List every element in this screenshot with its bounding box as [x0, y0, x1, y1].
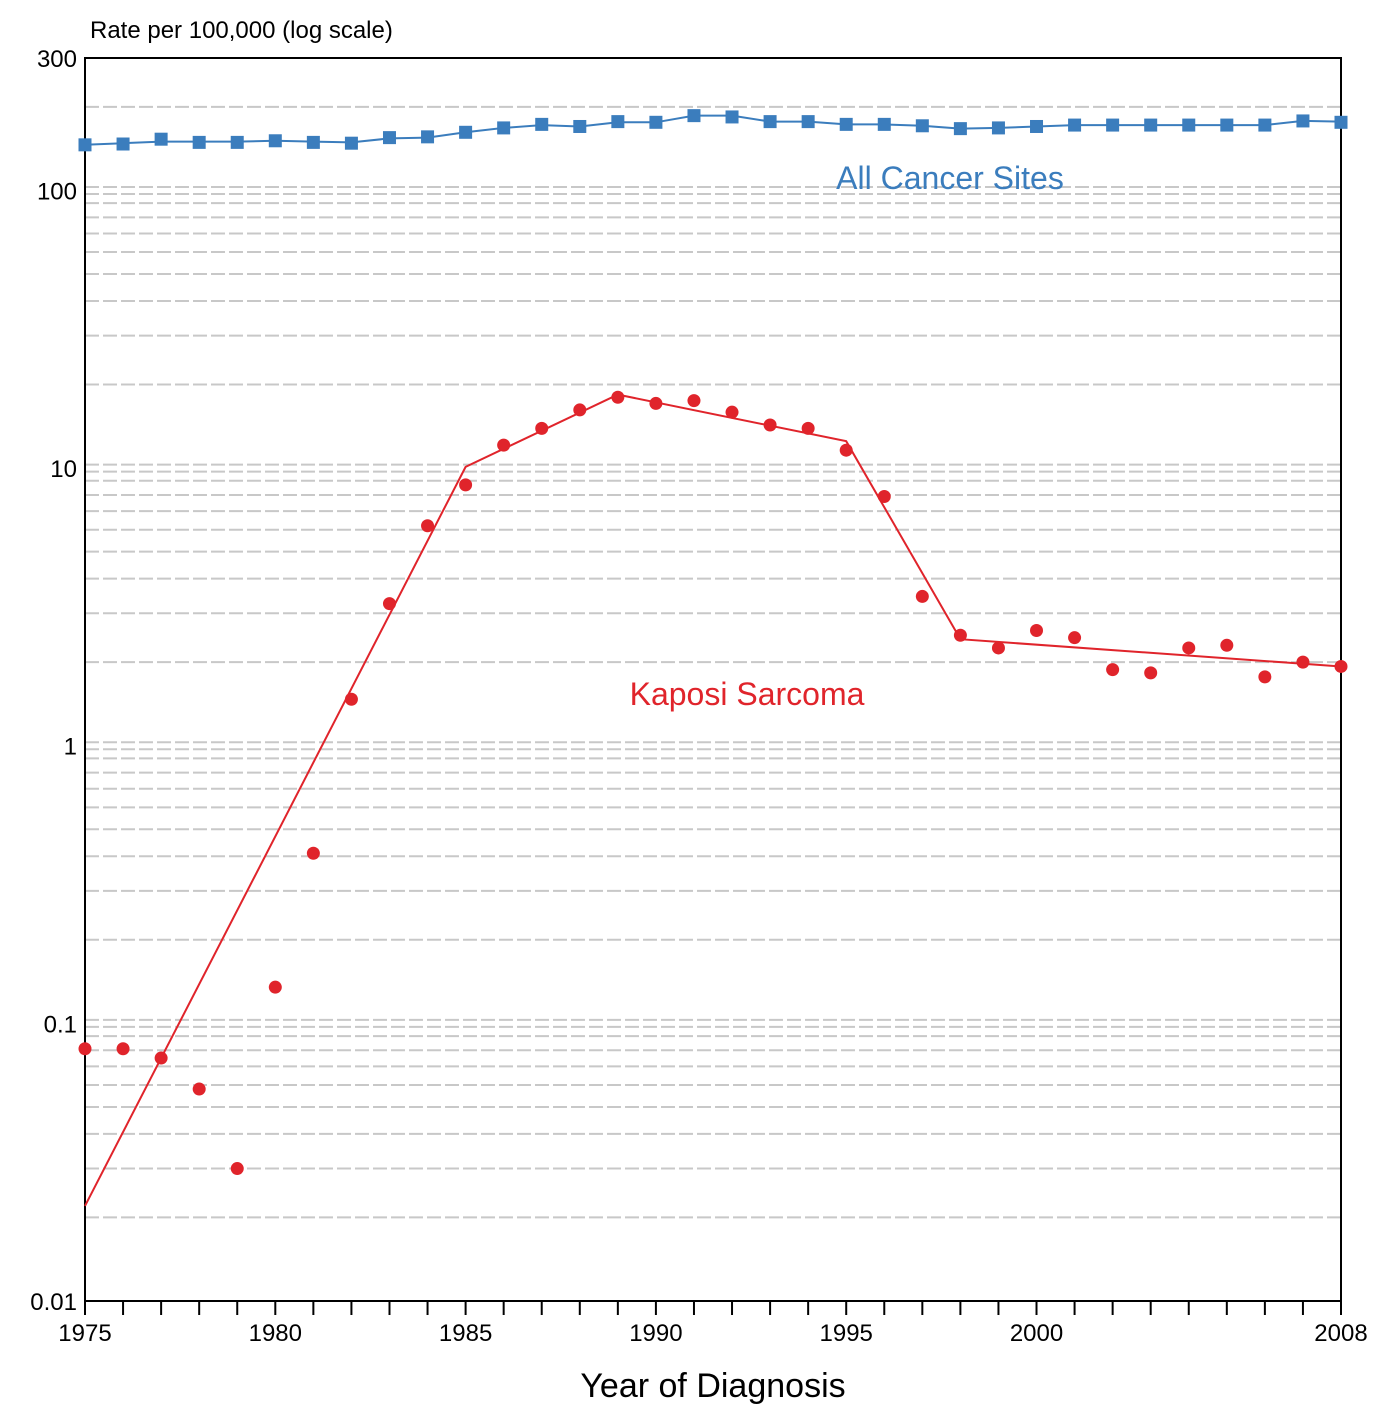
kaposi-sarcoma-point [763, 418, 777, 432]
x-tick-label: 1990 [629, 1320, 682, 1347]
all-cancer-sites-point [1030, 119, 1044, 133]
x-axis-title: Year of Diagnosis [580, 1367, 845, 1405]
all-cancer-sites-point [535, 117, 549, 131]
all-cancer-sites-point [1068, 118, 1082, 132]
kaposi-sarcoma-point [421, 519, 435, 533]
kaposi-sarcoma-point [1220, 638, 1234, 652]
all-cancer-sites-point [1258, 118, 1272, 132]
kaposi-sarcoma-point [230, 1162, 244, 1176]
all-cancer-sites-point [78, 138, 92, 152]
all-cancer-sites-point [306, 135, 320, 149]
kaposi-sarcoma-point [1334, 659, 1348, 673]
all-cancer-sites-point [382, 131, 396, 145]
kaposi-sarcoma-point [915, 589, 929, 603]
gridlines [85, 105, 1341, 1219]
all-cancer-sites-point [991, 121, 1005, 135]
all-cancer-sites-point [116, 137, 130, 151]
kaposi-sarcoma-point [1106, 663, 1120, 677]
all-cancer-sites-point [421, 130, 435, 144]
all-cancer-sites-point [1144, 118, 1158, 132]
kaposi-sarcoma-point [573, 403, 587, 417]
all-cancer-sites-point [230, 135, 244, 149]
kaposi-sarcoma-point [877, 490, 891, 504]
kaposi-sarcoma-point [1144, 666, 1158, 680]
all-cancer-sites-point [497, 121, 511, 135]
all-cancer-sites-trend-line [84, 114, 1342, 146]
plot-frame [84, 57, 1342, 1302]
kaposi-sarcoma-point [192, 1082, 206, 1096]
kaposi-sarcoma-point [116, 1042, 130, 1056]
x-tick-label: 2000 [1010, 1320, 1063, 1347]
all-cancer-sites-point [573, 119, 587, 133]
all-cancer-sites-point [649, 115, 663, 129]
all-cancer-sites-point [1334, 115, 1348, 129]
kaposi-sarcoma-point [953, 628, 967, 642]
y-tick-label: 0.1 [44, 1011, 77, 1038]
y-tick-label: 1 [64, 734, 77, 761]
kaposi-sarcoma-point [1182, 641, 1196, 655]
x-tick-label: 1995 [820, 1320, 873, 1347]
all-cancer-sites-point [268, 134, 282, 148]
kaposi-sarcoma-point [1296, 655, 1310, 669]
all-cancer-sites-point [687, 109, 701, 123]
x-tick-label: 1980 [249, 1320, 302, 1347]
x-tick-label: 2008 [1314, 1320, 1367, 1347]
all-cancer-sites-point [877, 117, 891, 131]
all-cancer-sites-point [763, 115, 777, 129]
all-cancer-sites-point [344, 136, 358, 150]
all-cancer-sites-point [1182, 118, 1196, 132]
all-cancer-sites-point [459, 125, 473, 139]
y-tick-label: 10 [50, 456, 77, 483]
all-cancer-sites-point [1220, 118, 1234, 132]
series-label-all-cancer-sites: All Cancer Sites [836, 160, 1064, 196]
y-tick-label: 300 [37, 46, 77, 73]
kaposi-sarcoma-point [78, 1042, 92, 1056]
kaposi-sarcoma-point [1258, 670, 1272, 684]
kaposi-sarcoma-point [725, 405, 739, 419]
kaposi-sarcoma-point [1068, 631, 1082, 645]
all-cancer-sites-point [725, 110, 739, 124]
kaposi-sarcoma-point [497, 438, 511, 452]
kaposi-sarcoma-point [839, 443, 853, 457]
y-tick-label: 100 [37, 178, 77, 205]
y-axis-ticks: 0.01 0.1 1 10 100 300 [30, 46, 77, 1316]
kaposi-sarcoma-point [535, 421, 549, 435]
all-cancer-sites-point [915, 119, 929, 133]
kaposi-sarcoma-point [306, 846, 320, 860]
kaposi-sarcoma-point [801, 421, 815, 435]
kaposi-sarcoma-point [382, 597, 396, 611]
kaposi-sarcoma-point [611, 390, 625, 404]
kaposi-sarcoma-point [154, 1051, 168, 1065]
x-tick-label: 1985 [439, 1320, 492, 1347]
all-cancer-sites-point [611, 115, 625, 129]
kaposi-sarcoma-point [344, 692, 358, 706]
y-axis-title: Rate per 100,000 (log scale) [90, 17, 393, 44]
kaposi-sarcoma-point [991, 641, 1005, 655]
y-tick-label: 0.01 [30, 1289, 77, 1316]
kaposi-sarcoma-point [459, 478, 473, 492]
series-label-kaposi-sarcoma: Kaposi Sarcoma [630, 676, 865, 712]
all-cancer-sites-point [953, 122, 967, 136]
kaposi-sarcoma-point [1030, 624, 1044, 638]
all-cancer-sites-point [839, 117, 853, 131]
kaposi-sarcoma-point [649, 396, 663, 410]
all-cancer-sites-point [801, 115, 815, 129]
kaposi-sarcoma-point [687, 394, 701, 408]
all-cancer-sites-point [154, 132, 168, 146]
all-cancer-sites-point [1296, 114, 1310, 128]
series [78, 109, 1348, 1207]
kaposi-sarcoma-point [268, 980, 282, 994]
x-tick-label: 1975 [58, 1320, 111, 1347]
all-cancer-sites-point [1106, 118, 1120, 132]
all-cancer-sites-point [192, 135, 206, 149]
x-axis-ticks: 1975 1980 1985 1990 1995 2000 2008 [58, 1301, 1368, 1347]
